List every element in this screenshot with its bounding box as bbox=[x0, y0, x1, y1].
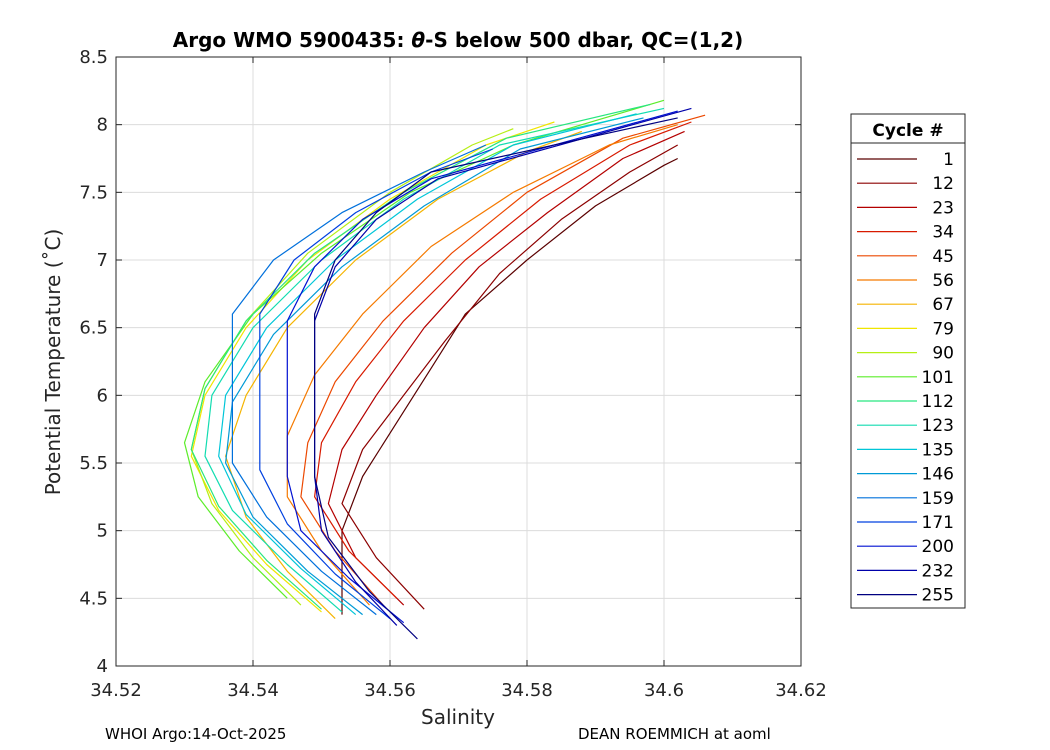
y-tick-label: 6.5 bbox=[79, 318, 108, 339]
x-tick-label: 34.56 bbox=[364, 680, 416, 701]
series-line-cycle-79 bbox=[190, 121, 555, 613]
series-line-cycle-171 bbox=[259, 148, 494, 620]
chart-title-prefix: Argo WMO 5900435: bbox=[173, 28, 412, 52]
legend-label: 101 bbox=[922, 368, 954, 388]
x-tick-label: 34.58 bbox=[501, 680, 553, 701]
y-tick-label: 8 bbox=[97, 115, 108, 136]
y-tick-label: 4 bbox=[97, 656, 108, 677]
chart-title: Argo WMO 5900435: θ-S below 500 dbar, QC… bbox=[173, 28, 743, 52]
series-line-cycle-112 bbox=[190, 103, 651, 610]
legend-label: 67 bbox=[932, 295, 954, 315]
legend-label: 135 bbox=[922, 440, 954, 460]
axes-frame bbox=[115, 56, 802, 667]
x-axis-label: Salinity bbox=[421, 705, 495, 729]
series-line-cycle-1 bbox=[341, 157, 678, 615]
plot-area bbox=[116, 57, 801, 666]
legend-label: 200 bbox=[922, 537, 954, 557]
y-tick-label: 6 bbox=[97, 385, 108, 406]
chart-title-suffix: -S below 500 dbar, QC=(1,2) bbox=[425, 28, 743, 52]
legend-label: 123 bbox=[922, 416, 954, 436]
series-line-cycle-146 bbox=[225, 117, 644, 616]
x-tick-label: 34.52 bbox=[90, 680, 142, 701]
legend-entries: 1122334455667799010111212313514615917120… bbox=[857, 150, 954, 606]
x-tick-label: 34.54 bbox=[227, 680, 279, 701]
legend-box bbox=[850, 113, 966, 609]
series-line-cycle-23 bbox=[327, 130, 685, 606]
series-line-cycle-255 bbox=[314, 117, 678, 640]
legend-label: 1 bbox=[943, 150, 954, 170]
legend-label: 23 bbox=[932, 198, 954, 218]
legend-label: 232 bbox=[922, 561, 954, 581]
series-line-cycle-135 bbox=[218, 113, 637, 616]
legend-label: 255 bbox=[922, 586, 954, 606]
series-lines bbox=[183, 99, 706, 640]
y-tick-label: 5.5 bbox=[79, 453, 108, 474]
series-line-cycle-200 bbox=[286, 110, 678, 624]
x-tick-label: 34.62 bbox=[775, 680, 827, 701]
legend-label: 90 bbox=[932, 344, 954, 364]
y-axis-label: Potential Temperature (˚C) bbox=[41, 229, 65, 496]
legend-label: 146 bbox=[922, 465, 954, 485]
legend-label: 112 bbox=[922, 392, 954, 412]
legend-label: 56 bbox=[932, 271, 954, 291]
footer-source: WHOI Argo:14-Oct-2025 bbox=[105, 725, 287, 743]
y-tick-label: 5 bbox=[97, 521, 108, 542]
footer-operator: DEAN ROEMMICH at aoml bbox=[578, 725, 771, 743]
series-line-cycle-34 bbox=[314, 121, 692, 599]
series-line-cycle-45 bbox=[300, 114, 706, 606]
legend-label: 34 bbox=[932, 223, 954, 243]
legend-label: 45 bbox=[932, 247, 954, 267]
axis-ticks: 34.52 34.54 34.56 34.58 34.6 34.62 4 4.5 5 5.5 6 6.… bbox=[79, 47, 826, 701]
series-line-cycle-12 bbox=[341, 144, 678, 610]
legend: Cycle # 11223344556677990101112123135146… bbox=[850, 113, 966, 609]
y-tick-label: 7 bbox=[97, 250, 108, 271]
legend-label: 12 bbox=[932, 174, 954, 194]
legend-label: 79 bbox=[932, 319, 954, 339]
chart-title-symbol: θ bbox=[411, 28, 425, 52]
x-tick-label: 34.6 bbox=[644, 680, 684, 701]
legend-label: 171 bbox=[922, 513, 954, 533]
y-tick-label: 4.5 bbox=[79, 588, 108, 609]
legend-label: 159 bbox=[922, 489, 954, 509]
legend-title: Cycle # bbox=[872, 121, 943, 141]
grid-lines bbox=[115, 56, 802, 667]
y-tick-label: 7.5 bbox=[79, 182, 108, 203]
series-line-cycle-159 bbox=[231, 144, 487, 616]
series-line-cycle-56 bbox=[286, 124, 678, 606]
y-tick-label: 8.5 bbox=[79, 47, 108, 68]
